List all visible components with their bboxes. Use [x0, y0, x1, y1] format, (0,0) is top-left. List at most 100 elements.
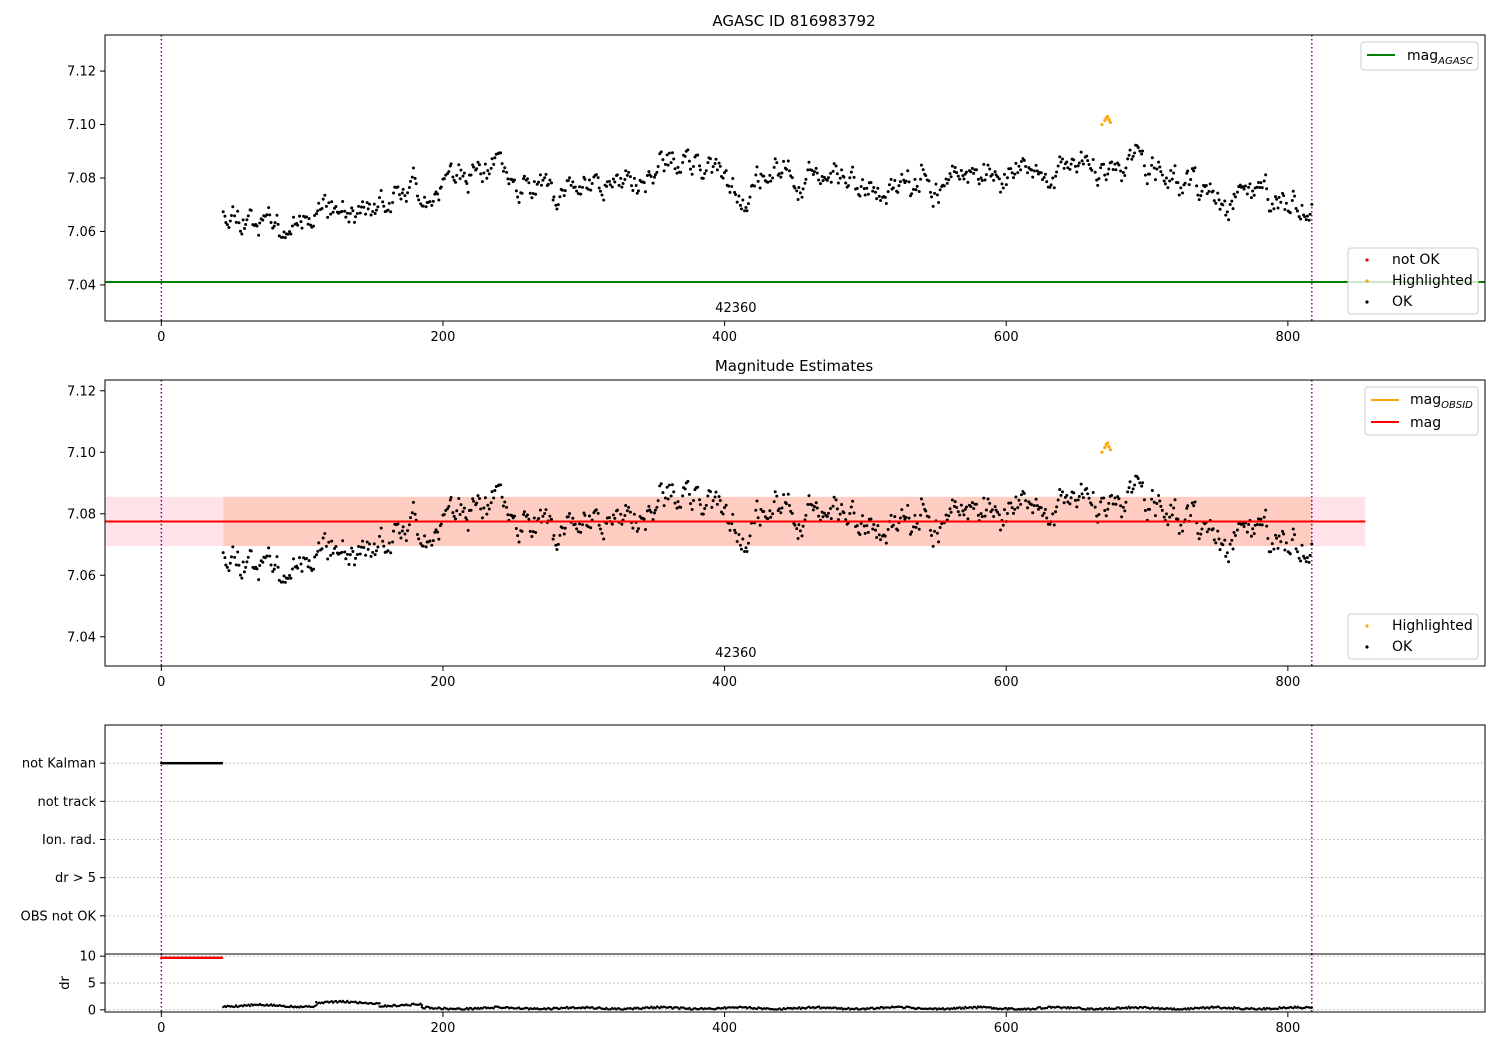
data-point-ok [267, 546, 271, 550]
panel4-y-tick-label: 5 [88, 977, 96, 992]
data-point-ok [975, 168, 979, 172]
data-point-ok [1041, 514, 1045, 518]
data-point-ok [1225, 551, 1229, 555]
data-point-ok [735, 540, 739, 544]
data-point-ok [602, 198, 606, 202]
data-point-ok [442, 177, 446, 181]
data-point-ok [656, 499, 660, 503]
data-point-highlighted [1106, 114, 1110, 119]
data-point-ok [1081, 496, 1085, 500]
data-point-ok [345, 552, 349, 556]
data-point-ok [510, 177, 514, 181]
data-point-ok [772, 500, 776, 504]
data-point-ok [798, 529, 802, 533]
data-point-ok [746, 541, 750, 545]
data-point-ok [1307, 218, 1311, 222]
data-point-ok [324, 204, 328, 208]
data-point-ok [1014, 161, 1018, 165]
data-point-ok [581, 523, 585, 527]
data-point-ok [240, 232, 244, 236]
data-point-ok [1068, 502, 1072, 506]
legend-marker-ok [1365, 645, 1369, 649]
data-point-ok [1310, 202, 1314, 206]
data-point-ok [560, 188, 564, 192]
data-point-ok [1304, 218, 1308, 222]
data-point-ok [744, 546, 748, 550]
data-point-ok [255, 224, 259, 228]
data-point-ok [317, 541, 321, 545]
data-point-ok [1270, 202, 1274, 206]
data-point-ok [578, 185, 582, 189]
data-point-ok [958, 177, 962, 181]
data-point-ok [611, 177, 615, 181]
legend-box [1347, 247, 1479, 315]
data-point-ok [933, 191, 937, 195]
data-point-ok [1056, 498, 1060, 502]
data-point-ok [520, 529, 524, 533]
data-point-ok [786, 492, 790, 496]
legend-marker-not-ok [1365, 258, 1369, 262]
data-point-ok [361, 539, 365, 543]
data-point-ok [1048, 185, 1052, 189]
data-point-ok [430, 543, 434, 547]
data-point-ok [229, 555, 233, 559]
data-point-ok [976, 177, 980, 181]
dr-point-ok [1127, 1005, 1130, 1008]
data-point-ok [952, 504, 956, 508]
data-point-ok [1150, 497, 1154, 501]
panel-dr: 0 200 400 600 800 0 5 10 dr [58, 950, 1486, 1036]
data-point-ok [351, 209, 355, 213]
data-point-ok [269, 221, 273, 225]
data-point-ok [743, 209, 747, 213]
data-point-ok [977, 182, 981, 186]
data-point-ok [1196, 193, 1200, 197]
data-point-ok [690, 507, 694, 511]
data-point-ok [1056, 164, 1060, 168]
data-point-ok [787, 503, 791, 507]
data-point-ok [820, 510, 824, 514]
data-point-ok [1288, 552, 1292, 556]
data-point-ok [718, 164, 722, 168]
data-point-ok [1247, 523, 1251, 527]
data-point-ok [261, 218, 265, 222]
data-point-ok [1026, 506, 1030, 510]
data-point-ok [410, 511, 414, 515]
data-point-ok [771, 512, 775, 516]
data-point-ok [1013, 172, 1017, 176]
data-point-ok [1140, 484, 1144, 488]
data-point-ok [659, 150, 663, 154]
data-point-ok [970, 166, 974, 170]
data-point-ok [1293, 533, 1297, 537]
data-point-ok [815, 506, 819, 510]
dr-point-ok [315, 1000, 318, 1004]
data-point-ok [299, 220, 303, 224]
data-point-ok [469, 508, 473, 512]
data-point-ok [246, 555, 250, 559]
data-point-ok [472, 165, 476, 169]
data-point-ok [1276, 546, 1280, 550]
data-point-ok [487, 172, 491, 176]
data-point-ok [893, 515, 897, 519]
panel2-y-tick-label: 7.12 [67, 384, 96, 399]
panel1-legend-agasc: magAGASC [1360, 41, 1479, 71]
data-point-ok [381, 539, 385, 543]
panel1-x-tick-label: 400 [712, 330, 737, 345]
dr-point-ok [334, 999, 338, 1003]
data-point-ok [800, 195, 804, 199]
data-point-ok [859, 522, 863, 526]
data-point-ok [231, 545, 235, 549]
data-point-ok [221, 551, 225, 555]
data-point-ok [1049, 183, 1053, 187]
data-point-ok [1216, 529, 1220, 533]
data-point-ok [665, 485, 669, 489]
panel4-x-tick-label: 200 [431, 1021, 456, 1036]
data-point-ok [930, 534, 934, 538]
data-point-ok [719, 510, 723, 514]
data-point-ok [1065, 160, 1069, 164]
data-point-ok [1152, 500, 1156, 504]
panel2-frame [104, 379, 1486, 667]
data-point-ok [1259, 181, 1263, 185]
data-point-ok [1190, 501, 1194, 505]
data-point-ok [796, 197, 800, 201]
data-point-ok [600, 531, 604, 535]
